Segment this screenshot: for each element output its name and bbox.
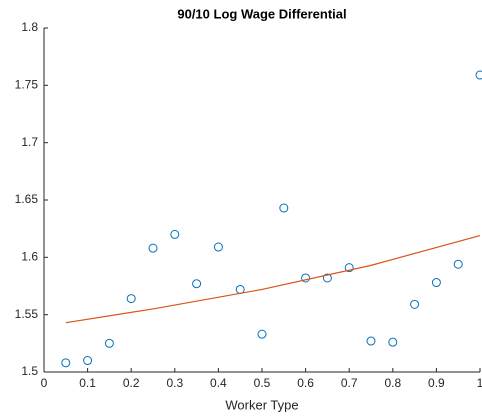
x-tick-label: 0.9 — [428, 376, 445, 390]
point — [61, 358, 71, 368]
point — [388, 337, 398, 347]
point — [475, 70, 482, 80]
fit-line — [65, 234, 481, 324]
point — [170, 229, 180, 239]
point — [431, 278, 441, 288]
x-tick-label: 0.6 — [297, 376, 314, 390]
y-tick-label: 1.8 — [21, 20, 38, 34]
point — [148, 243, 158, 253]
x-tick-label: 0 — [41, 376, 48, 390]
y-tick-label: 1.55 — [15, 307, 39, 321]
point — [192, 279, 202, 289]
x-axis-label: Worker Type — [225, 397, 298, 412]
point — [322, 273, 332, 283]
point — [126, 294, 136, 304]
point — [453, 259, 463, 269]
x-tick-label: 0.4 — [210, 376, 227, 390]
x-tick-label: 0.3 — [166, 376, 183, 390]
x-tick-label: 0.1 — [79, 376, 96, 390]
y-tick-label: 1.6 — [21, 250, 38, 264]
point — [213, 242, 223, 252]
point — [366, 336, 376, 346]
x-tick-label: 0.8 — [384, 376, 401, 390]
y-tick-label: 1.75 — [15, 78, 39, 92]
point — [410, 299, 420, 309]
point — [104, 338, 114, 348]
point — [344, 263, 354, 273]
x-tick-label: 0.7 — [341, 376, 358, 390]
chart-title: 90/10 Log Wage Differential — [177, 6, 346, 21]
point — [301, 273, 311, 283]
x-tick-label: 0.5 — [254, 376, 271, 390]
x-tick-label: 0.2 — [123, 376, 140, 390]
point — [257, 329, 267, 339]
y-tick-label: 1.65 — [15, 192, 39, 206]
y-tick-label: 1.7 — [21, 135, 38, 149]
y-tick-label: 1.5 — [21, 364, 38, 378]
x-tick-label: 1 — [477, 376, 482, 390]
point — [83, 356, 93, 366]
point — [279, 203, 289, 213]
